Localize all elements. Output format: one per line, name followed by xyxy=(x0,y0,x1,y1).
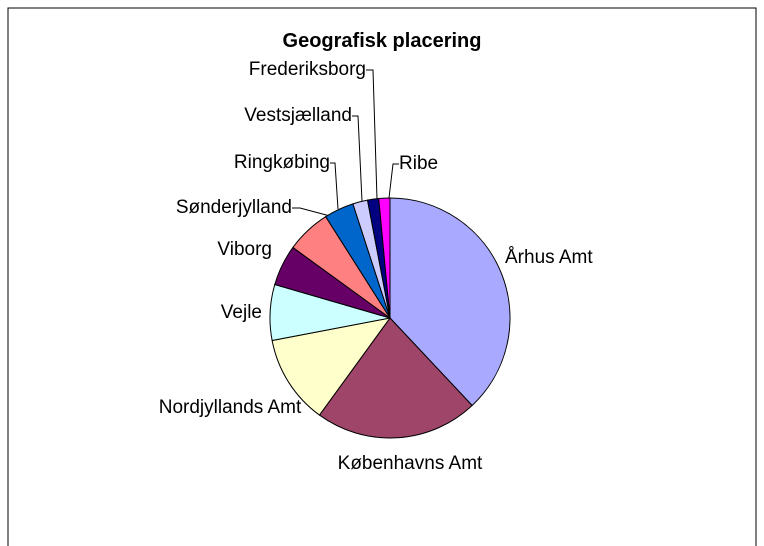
pie-slice xyxy=(378,197,391,319)
pie-slice xyxy=(389,197,511,407)
slice-label: Vejle xyxy=(220,302,262,323)
slice-label: Københavns Amt xyxy=(337,453,483,474)
pie-slice xyxy=(318,317,473,439)
leader-line xyxy=(366,69,378,200)
slice-label: Viborg xyxy=(217,239,272,260)
leader-line xyxy=(292,207,331,217)
leader-line xyxy=(352,115,363,202)
slice-label: Ribe xyxy=(399,153,439,174)
chart-title: Geografisk placering xyxy=(282,30,482,52)
leader-line xyxy=(388,163,399,199)
slice-label: Frederiksborg xyxy=(248,59,366,80)
slice-label: Århus Amt xyxy=(505,247,593,268)
slice-label: Nordjyllands Amt xyxy=(158,397,302,418)
slice-label: Vestsjælland xyxy=(244,105,352,126)
pie-slice xyxy=(271,317,392,416)
slice-label: Sønderjylland xyxy=(175,197,292,218)
leader-line xyxy=(330,162,339,210)
frame xyxy=(7,7,757,546)
slice-label: Ringkøbing xyxy=(233,152,330,173)
